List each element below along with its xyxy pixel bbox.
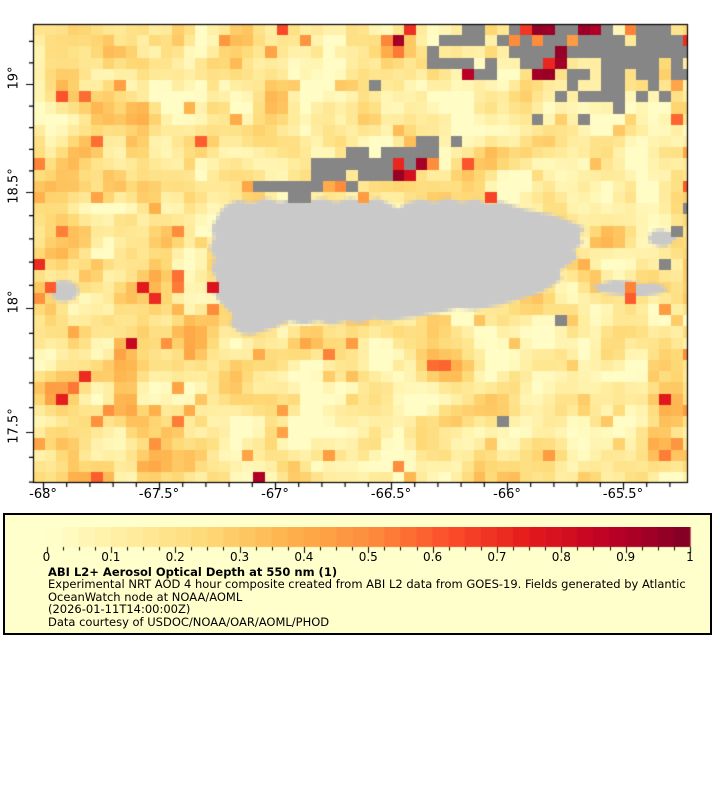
legend-timestamp: (2026-01-11T14:00:00Z) [48, 602, 191, 617]
lat-tick-label: 18.5° [6, 168, 22, 204]
lon-tick-label: -68° [29, 487, 57, 502]
colorbar-tick-label: 0.5 [358, 550, 378, 564]
colorbar-tick-label: 0 [42, 550, 51, 564]
colorbar-tick-label: 1 [686, 550, 694, 564]
legend-panel: 0 0.1 0.2 0.3 0.4 0.5 0.6 0.7 0.8 0.9 1 ABI L2+ Ae… [3, 513, 712, 635]
lon-tick-label: -66.5° [370, 487, 412, 502]
colorbar-tick-label: 0.4 [294, 550, 314, 564]
lat-tick-label: 17.5° [6, 408, 22, 444]
colorbar-tick-label: 0.3 [230, 550, 250, 564]
lat-tick-label: 19° [6, 66, 22, 90]
colorbar-tick-label: 0.7 [487, 550, 507, 564]
colorbar-tick-label: 0.1 [101, 550, 121, 564]
lat-tick-label: 18° [6, 290, 22, 314]
colorbar-tick-label: 0.2 [165, 550, 185, 564]
lon-tick-label: -65.5° [602, 487, 644, 502]
legend-title: ABI L2+ Aerosol Optical Depth at 550 nm … [48, 565, 338, 579]
legend-description-line-2: OceanWatch node at NOAA/AOML [48, 589, 243, 604]
legend-credit: Data courtesy of USDOC/NOAA/OAR/AOML/PHO… [48, 614, 330, 629]
colorbar-tick-label: 0.8 [551, 550, 571, 564]
lon-tick-label: -67° [261, 487, 289, 502]
lon-tick-label: -67.5° [138, 487, 180, 502]
aod-map-canvas [0, 0, 720, 505]
colorbar-tick-label: 0.9 [616, 550, 636, 564]
colorbar-canvas [35, 527, 695, 557]
legend-description-line-1: Experimental NRT AOD 4 hour composite cr… [48, 577, 686, 592]
lon-tick-label: -66° [493, 487, 521, 502]
legend-text-block: ABI L2+ Aerosol Optical Depth at 550 nm … [48, 565, 686, 629]
colorbar-tick-label: 0.6 [423, 550, 443, 564]
